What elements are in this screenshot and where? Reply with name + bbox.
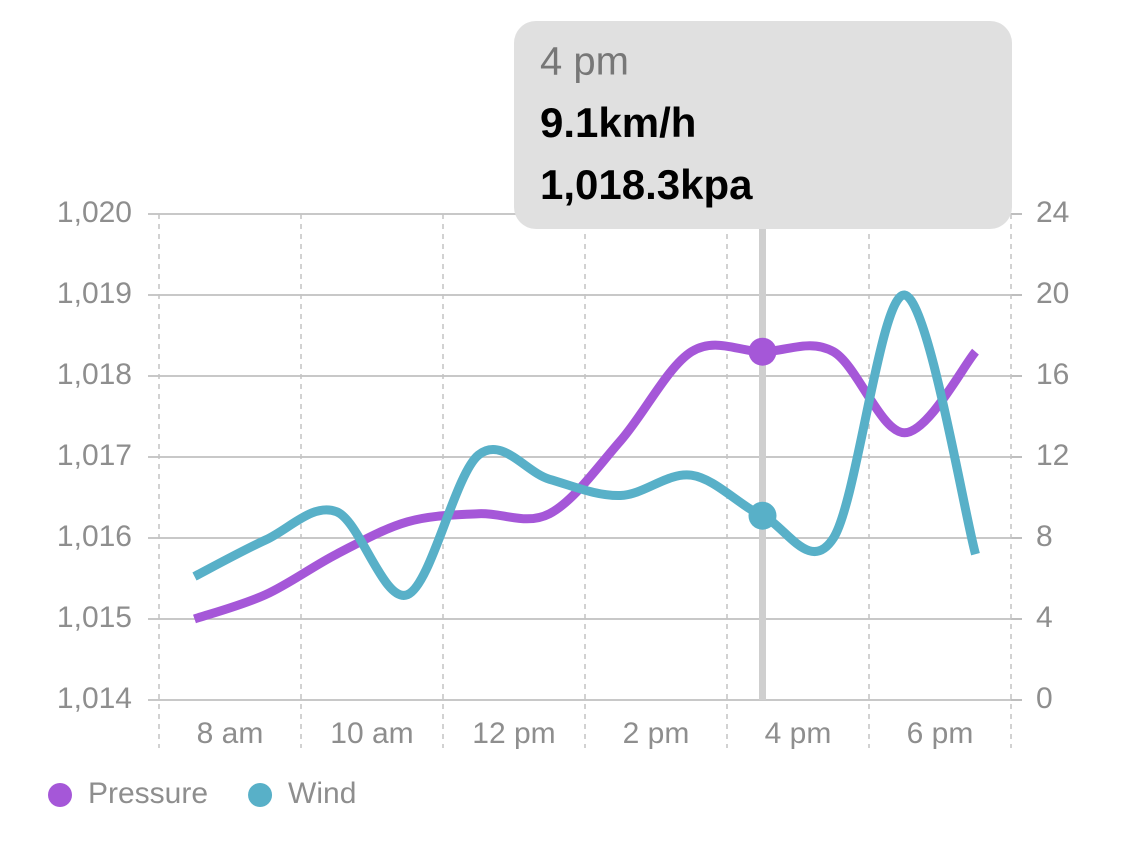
y2-tick-label: 8 (1036, 520, 1053, 553)
y2-tick-label: 16 (1036, 358, 1069, 391)
tooltip-box (514, 21, 1012, 229)
tooltip: 4 pm 9.1km/h 1,018.3kpa (514, 21, 1012, 229)
x-tick-label: 12 pm (472, 717, 555, 750)
y-tick-label: 1,019 (57, 277, 132, 310)
x-tick-label: 4 pm (765, 717, 832, 750)
y-tick-label: 1,018 (57, 358, 132, 391)
y2-tick-label: 20 (1036, 277, 1069, 310)
tooltip-line: 9.1km/h (540, 99, 696, 146)
x-tick-label: 2 pm (623, 717, 690, 750)
highlight-dot (748, 337, 777, 366)
legend-swatch (248, 783, 273, 807)
highlight-dot (748, 501, 777, 530)
y2-tick-label: 0 (1036, 682, 1053, 715)
y-tick-label: 1,020 (57, 196, 132, 229)
tooltip-title: 4 pm (540, 40, 629, 84)
plot (192, 214, 980, 700)
y2-tick-label: 4 (1036, 601, 1053, 634)
x-tick-label: 10 am (330, 717, 413, 750)
grid: 1,014 1,015 1,016 1,017 1,018 1,019 1,020 0 4 8 12… (57, 196, 1069, 750)
x-tick-label: 8 am (197, 717, 264, 750)
legend-swatch (48, 783, 72, 807)
y-tick-label: 1,016 (57, 520, 132, 553)
y-tick-label: 1,017 (57, 439, 132, 472)
series-line (193, 340, 980, 624)
y2-tick-label: 12 (1036, 439, 1069, 472)
y-tick-label: 1,015 (57, 601, 132, 634)
legend-label: Wind (288, 777, 356, 810)
y2-tick-label: 24 (1036, 196, 1069, 229)
tooltip-line: 1,018.3kpa (540, 161, 753, 208)
y-tick-label: 1,014 (57, 682, 132, 715)
legend-label: Pressure (88, 777, 208, 810)
x-tick-label: 6 pm (907, 717, 974, 750)
series-line (192, 290, 980, 600)
